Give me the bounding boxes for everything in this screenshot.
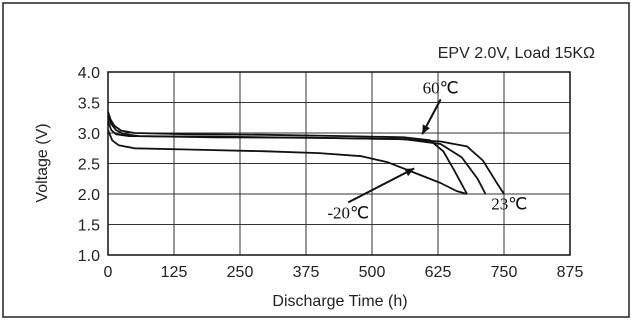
x-tick-label: 750 bbox=[491, 264, 518, 281]
y-axis: 1.0 1.5 2.0 2.5 3.0 3.5 4.0 bbox=[78, 65, 100, 265]
x-axis: 0 125 250 375 500 625 750 875 bbox=[104, 264, 584, 281]
series-line-3 bbox=[107, 129, 468, 195]
y-tick-label: 2.5 bbox=[78, 157, 100, 174]
conditions-note: EPV 2.0V, Load 15KΩ bbox=[438, 45, 595, 62]
grid bbox=[107, 71, 571, 256]
series-label-arrow bbox=[347, 167, 415, 204]
x-tick-label: 250 bbox=[227, 264, 254, 281]
plot-frame bbox=[107, 71, 571, 256]
series-line-1 bbox=[107, 111, 468, 195]
y-tick-label: 1.5 bbox=[78, 218, 100, 235]
x-tick-label: 125 bbox=[161, 264, 188, 281]
x-tick-label: 0 bbox=[104, 264, 113, 281]
series-line-4 bbox=[107, 120, 487, 195]
y-tick-label: 3.0 bbox=[78, 126, 100, 143]
x-tick-label: 875 bbox=[557, 264, 584, 281]
y-axis-title: Voltage (V) bbox=[34, 123, 51, 202]
x-axis-title: Discharge Time (h) bbox=[272, 293, 407, 310]
y-tick-label: 1.0 bbox=[78, 248, 100, 265]
y-tick-label: 3.5 bbox=[78, 96, 100, 113]
series-labels: 60℃ 23℃ -20℃ bbox=[327, 78, 527, 222]
x-tick-label: 375 bbox=[293, 264, 320, 281]
series-label-1: 60℃ bbox=[423, 78, 459, 97]
x-tick-label: 625 bbox=[425, 264, 452, 281]
x-tick-label: 500 bbox=[359, 264, 386, 281]
arrow-head bbox=[422, 124, 430, 135]
arrow-head bbox=[404, 168, 415, 177]
series-label-2: 23℃ bbox=[491, 194, 527, 213]
series bbox=[107, 111, 505, 195]
y-tick-label: 4.0 bbox=[78, 65, 100, 82]
y-tick-label: 2.0 bbox=[78, 187, 100, 204]
series-label-3: -20℃ bbox=[327, 203, 369, 222]
